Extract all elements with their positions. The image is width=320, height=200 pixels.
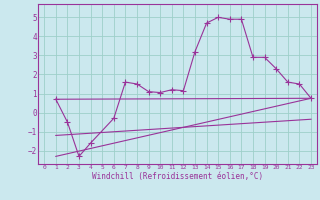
X-axis label: Windchill (Refroidissement éolien,°C): Windchill (Refroidissement éolien,°C) bbox=[92, 172, 263, 181]
